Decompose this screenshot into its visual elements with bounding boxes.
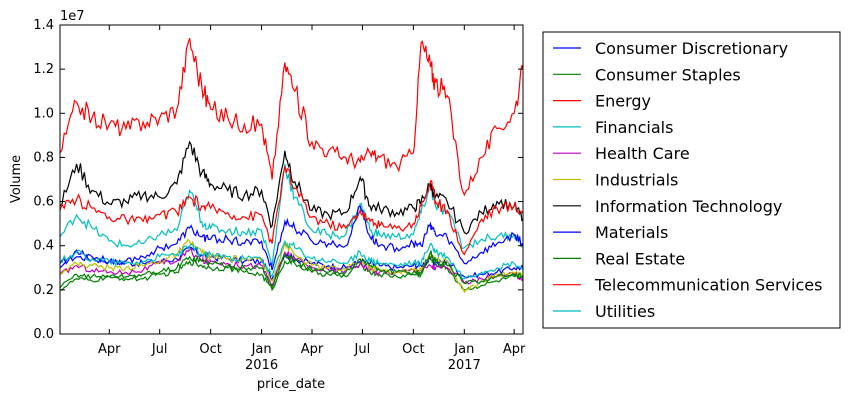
series-line-industrials bbox=[60, 238, 523, 294]
y-axis: 0.0 0.2 0.4 0.6 0.8 1.0 1.2 1.4 bbox=[33, 18, 523, 342]
legend-entry-label: Telecommunication Services bbox=[594, 276, 822, 295]
legend-entry-label: Consumer Discretionary bbox=[595, 39, 788, 58]
y-axis-label: Volume bbox=[9, 155, 24, 203]
series-line-utilities bbox=[60, 239, 523, 280]
plot-area-frame bbox=[59, 24, 524, 335]
y-tick-label: 0.2 bbox=[33, 283, 54, 298]
x-tick-label: Jul bbox=[354, 342, 371, 357]
x-tick-label: Apr bbox=[98, 342, 121, 357]
y-tick-label: 1.0 bbox=[33, 106, 54, 121]
x-tick-year-label: 2017 bbox=[448, 358, 481, 373]
legend-entry-label: Industrials bbox=[595, 171, 678, 190]
y-tick-label: 0.6 bbox=[33, 195, 54, 210]
y-tick-label: 1.4 bbox=[33, 18, 54, 33]
y-tick-label: 0.8 bbox=[33, 150, 54, 165]
series-line-energy bbox=[60, 38, 523, 197]
series-layer bbox=[60, 38, 523, 294]
legend-entry-label: Financials bbox=[595, 118, 673, 137]
y-scale-label: 1e7 bbox=[60, 9, 85, 24]
x-axis-label: price_date bbox=[257, 377, 325, 392]
y-tick-label: 1.2 bbox=[33, 62, 54, 77]
legend-frame bbox=[542, 31, 841, 329]
x-tick-year-label: 2016 bbox=[245, 358, 278, 373]
legend-entry-label: Consumer Staples bbox=[595, 65, 741, 84]
legend: Consumer Discretionary Consumer Staples En… bbox=[542, 31, 841, 329]
series-line-consumer-staples bbox=[60, 253, 523, 292]
series-line-telecommunication-services bbox=[60, 166, 523, 256]
x-tick-label: Oct bbox=[199, 342, 221, 357]
legend-entry-label: Real Estate bbox=[595, 249, 685, 268]
x-tick-label: Jan bbox=[453, 342, 474, 357]
x-tick-label: Jul bbox=[151, 342, 168, 357]
series-line-materials bbox=[60, 205, 523, 271]
x-tick-label: Apr bbox=[503, 342, 526, 357]
legend-entry-label: Materials bbox=[595, 223, 668, 242]
y-tick-label: 0.0 bbox=[33, 327, 54, 342]
legend-entry-label: Energy bbox=[595, 92, 651, 111]
series-line-real-estate bbox=[60, 250, 523, 290]
legend-entry-label: Utilities bbox=[595, 302, 655, 321]
legend-entry-label: Health Care bbox=[595, 144, 690, 163]
x-tick-label: Oct bbox=[402, 342, 424, 357]
x-tick-label: Jan bbox=[251, 342, 272, 357]
legend-entry-label: Information Technology bbox=[595, 197, 782, 216]
y-tick-label: 0.4 bbox=[33, 239, 54, 254]
x-tick-label: Apr bbox=[301, 342, 324, 357]
